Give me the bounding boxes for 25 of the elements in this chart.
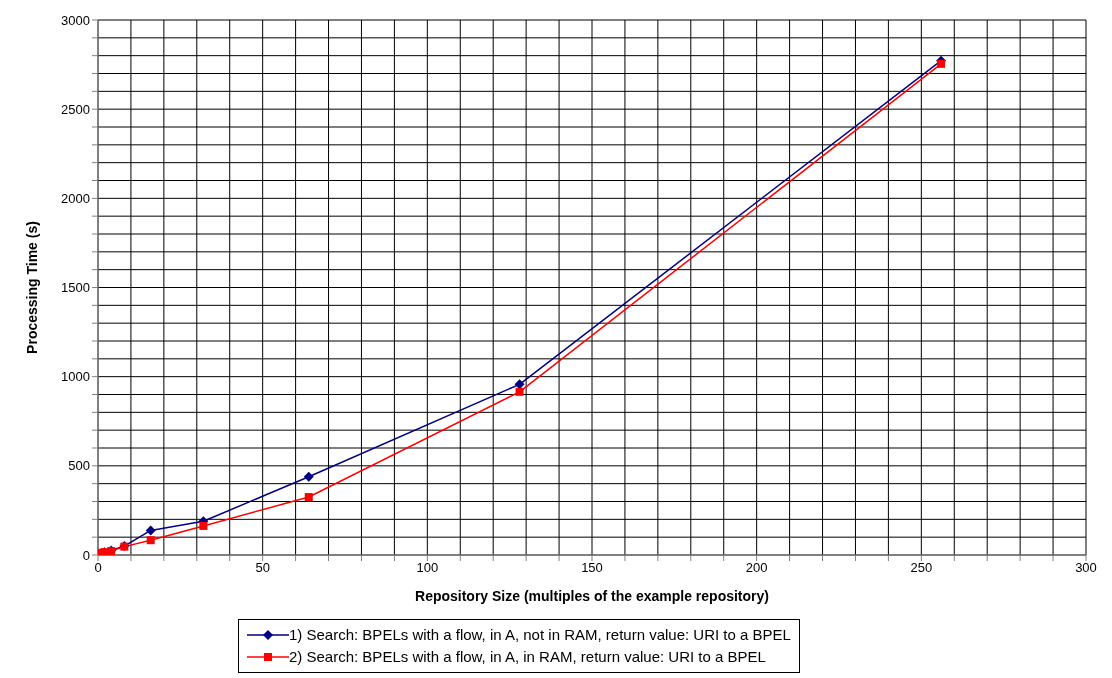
y-tick-label: 0 xyxy=(82,547,90,563)
legend-label: 2) Search: BPELs with a flow, in A, in RAM, return value: URI to a BPEL xyxy=(289,647,766,667)
y-tick-label: 1500 xyxy=(61,280,90,296)
y-tick-label: 2500 xyxy=(61,101,90,117)
point xyxy=(199,521,208,530)
legend-label: 1) Search: BPELs with a flow, in A, not in RAM, return value: URI to a BPEL xyxy=(289,625,791,645)
x-tick-label: 0 xyxy=(94,560,102,576)
y-tick-label: 2000 xyxy=(61,190,90,206)
point xyxy=(304,493,313,502)
point xyxy=(146,536,155,545)
y-axis-title: Processing Time (s) xyxy=(23,221,40,354)
x-axis-title: Repository Size (multiples of the example repository) xyxy=(415,588,769,604)
x-tick-label: 300 xyxy=(1075,560,1097,576)
point xyxy=(145,525,156,536)
x-tick-label: 150 xyxy=(581,560,603,576)
point xyxy=(937,59,946,68)
x-tick-label: 100 xyxy=(416,560,439,576)
y-tick-label: 1000 xyxy=(61,369,90,385)
point xyxy=(303,471,314,482)
x-tick-label: 50 xyxy=(255,560,270,576)
x-tick-label: 200 xyxy=(745,560,768,576)
x-tick-label: 250 xyxy=(910,560,933,576)
point xyxy=(515,387,524,396)
y-tick-label: 3000 xyxy=(61,12,90,28)
y-tick-label: 500 xyxy=(68,458,90,474)
